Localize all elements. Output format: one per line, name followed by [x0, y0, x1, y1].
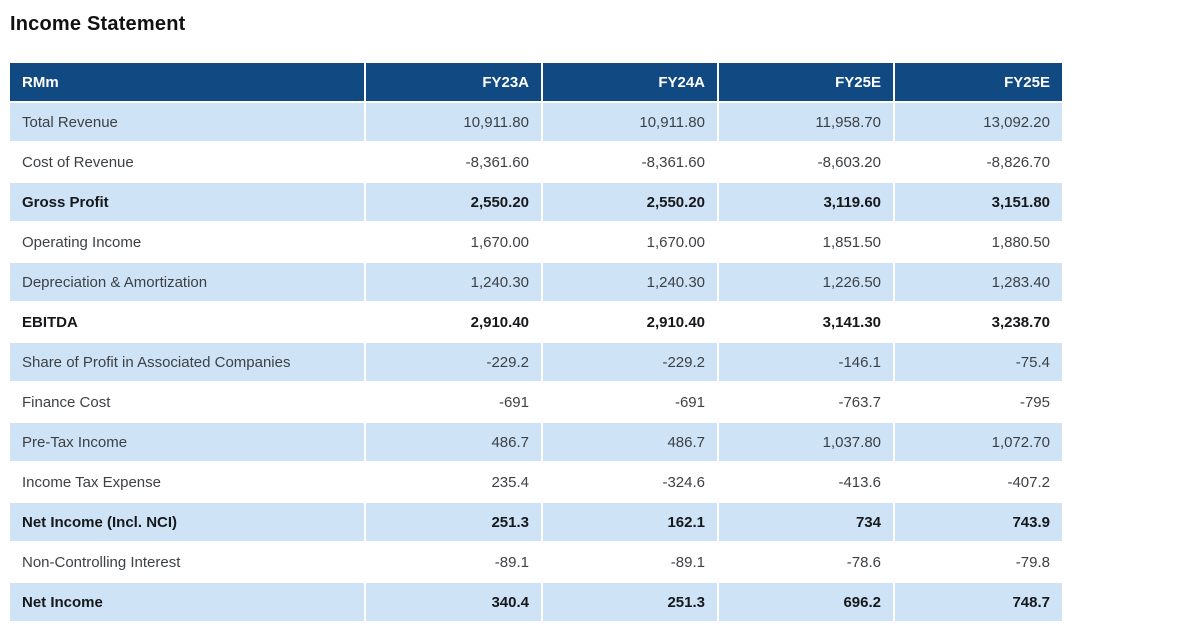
cell-value: -8,361.60: [543, 143, 717, 181]
cell-value: -8,361.60: [366, 143, 541, 181]
cell-value: -763.7: [719, 383, 893, 421]
row-label: Finance Cost: [10, 383, 364, 421]
cell-value: 2,910.40: [366, 303, 541, 341]
table-row: Share of Profit in Associated Companies -…: [10, 343, 1062, 381]
income-statement-table: RMm FY23A FY24A FY25E FY25E Total Revenue 10…: [8, 61, 1064, 623]
cell-value: -75.4: [895, 343, 1062, 381]
cell-value: 1,670.00: [366, 223, 541, 261]
column-header-fy25e-2: FY25E: [719, 63, 893, 101]
cell-value: 340.4: [366, 583, 541, 621]
cell-value: 486.7: [543, 423, 717, 461]
cell-value: 1,670.00: [543, 223, 717, 261]
cell-value: 696.2: [719, 583, 893, 621]
row-label: Operating Income: [10, 223, 364, 261]
cell-value: 3,151.80: [895, 183, 1062, 221]
cell-value: 1,240.30: [366, 263, 541, 301]
cell-value: -691: [543, 383, 717, 421]
cell-value: 3,119.60: [719, 183, 893, 221]
cell-value: -78.6: [719, 543, 893, 581]
cell-value: 251.3: [543, 583, 717, 621]
column-header-unit: RMm: [10, 63, 364, 101]
table-header-row: RMm FY23A FY24A FY25E FY25E: [10, 63, 1062, 101]
row-label: Net Income (Incl. NCI): [10, 503, 364, 541]
cell-value: 1,226.50: [719, 263, 893, 301]
table-row: Income Tax Expense 235.4 -324.6 -413.6 -407.…: [10, 463, 1062, 501]
cell-value: 734: [719, 503, 893, 541]
table-row: Gross Profit 2,550.20 2,550.20 3,119.60 3,15…: [10, 183, 1062, 221]
table-row: Cost of Revenue -8,361.60 -8,361.60 -8,603.…: [10, 143, 1062, 181]
cell-value: -89.1: [543, 543, 717, 581]
cell-value: 235.4: [366, 463, 541, 501]
table-row: Depreciation & Amortization 1,240.30 1,240…: [10, 263, 1062, 301]
row-label: Net Income: [10, 583, 364, 621]
row-label: Share of Profit in Associated Companies: [10, 343, 364, 381]
cell-value: 2,550.20: [366, 183, 541, 221]
income-statement-page: Income Statement RMm FY23A FY24A FY25E FY25…: [0, 13, 1192, 624]
cell-value: 13,092.20: [895, 103, 1062, 141]
row-label: Depreciation & Amortization: [10, 263, 364, 301]
table-row: Finance Cost -691 -691 -763.7 -795: [10, 383, 1062, 421]
cell-value: -79.8: [895, 543, 1062, 581]
cell-value: 2,910.40: [543, 303, 717, 341]
cell-value: -8,603.20: [719, 143, 893, 181]
cell-value: -691: [366, 383, 541, 421]
row-label: Non-Controlling Interest: [10, 543, 364, 581]
row-label: Gross Profit: [10, 183, 364, 221]
cell-value: -229.2: [366, 343, 541, 381]
cell-value: 486.7: [366, 423, 541, 461]
table-row: Operating Income 1,670.00 1,670.00 1,851.50…: [10, 223, 1062, 261]
row-label: Pre-Tax Income: [10, 423, 364, 461]
cell-value: 1,880.50: [895, 223, 1062, 261]
cell-value: -795: [895, 383, 1062, 421]
column-header-fy24a-1: FY24A: [543, 63, 717, 101]
cell-value: -407.2: [895, 463, 1062, 501]
column-header-fy25e-3: FY25E: [895, 63, 1062, 101]
cell-value: 1,851.50: [719, 223, 893, 261]
page-title: Income Statement: [10, 13, 186, 35]
cell-value: 1,037.80: [719, 423, 893, 461]
cell-value: -146.1: [719, 343, 893, 381]
cell-value: 2,550.20: [543, 183, 717, 221]
cell-value: -324.6: [543, 463, 717, 501]
row-label: Cost of Revenue: [10, 143, 364, 181]
cell-value: 1,283.40: [895, 263, 1062, 301]
cell-value: 1,240.30: [543, 263, 717, 301]
cell-value: 3,238.70: [895, 303, 1062, 341]
cell-value: 10,911.80: [366, 103, 541, 141]
cell-value: 162.1: [543, 503, 717, 541]
cell-value: 1,072.70: [895, 423, 1062, 461]
row-label: Income Tax Expense: [10, 463, 364, 501]
cell-value: -89.1: [366, 543, 541, 581]
table-row: Total Revenue 10,911.80 10,911.80 11,958.70…: [10, 103, 1062, 141]
cell-value: 748.7: [895, 583, 1062, 621]
row-label: Total Revenue: [10, 103, 364, 141]
table-row: Pre-Tax Income 486.7 486.7 1,037.80 1,072.70: [10, 423, 1062, 461]
cell-value: 11,958.70: [719, 103, 893, 141]
table-row: EBITDA 2,910.40 2,910.40 3,141.30 3,238.70: [10, 303, 1062, 341]
table-row: Net Income (Incl. NCI) 251.3 162.1 734 743.9: [10, 503, 1062, 541]
cell-value: 251.3: [366, 503, 541, 541]
cell-value: 3,141.30: [719, 303, 893, 341]
cell-value: -8,826.70: [895, 143, 1062, 181]
table-row: Net Income 340.4 251.3 696.2 748.7: [10, 583, 1062, 621]
cell-value: -229.2: [543, 343, 717, 381]
table-row: Non-Controlling Interest -89.1 -89.1 -78.6-…: [10, 543, 1062, 581]
column-header-fy23a-0: FY23A: [366, 63, 541, 101]
row-label: EBITDA: [10, 303, 364, 341]
cell-value: 10,911.80: [543, 103, 717, 141]
cell-value: -413.6: [719, 463, 893, 501]
cell-value: 743.9: [895, 503, 1062, 541]
